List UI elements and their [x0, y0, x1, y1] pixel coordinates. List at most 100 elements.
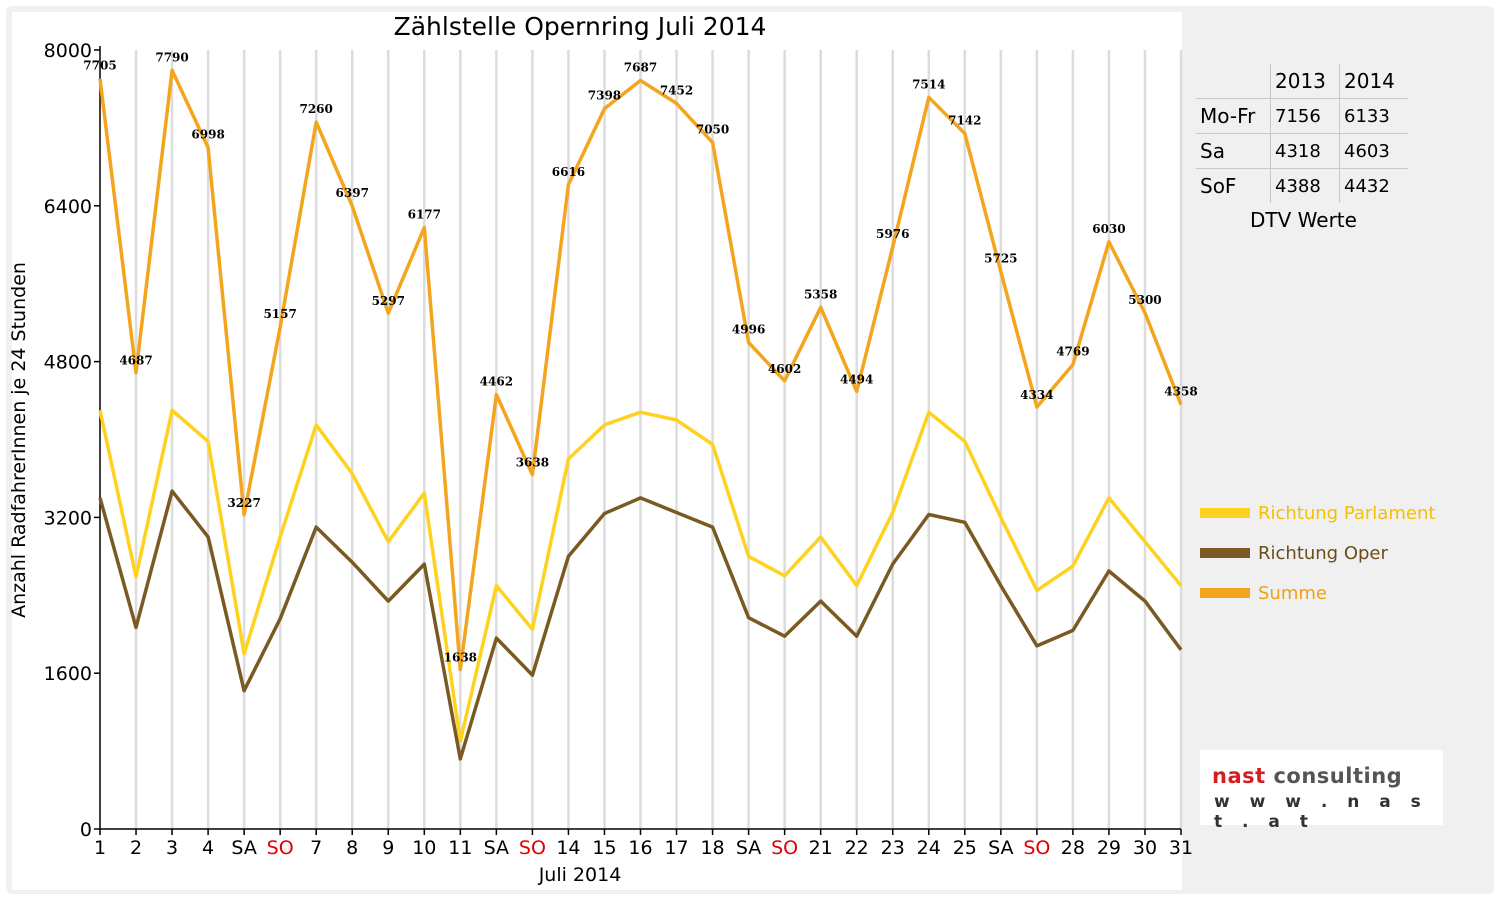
x-tick-label: 7 [310, 837, 322, 859]
nast-consulting-logo: nast consulting w w w . n a s t . a t [1200, 750, 1443, 832]
y-tick-label: 3200 [44, 507, 92, 529]
data-label: 4996 [732, 323, 765, 337]
data-label: 1638 [444, 650, 477, 664]
x-tick-label: SO [267, 837, 294, 859]
legend-item-oper: Richtung Oper [1200, 533, 1435, 573]
legend-swatch-summe [1200, 588, 1250, 598]
dtv-header-row: 2013 2014 [1196, 64, 1408, 99]
x-tick-label: 17 [664, 837, 688, 859]
data-label: 3227 [227, 496, 260, 510]
logo-name-grey: consulting [1273, 764, 1403, 788]
chart-title: Zählstelle Opernring Juli 2014 [393, 12, 767, 41]
data-label: 5725 [984, 252, 1017, 266]
dtv-header-2014: 2014 [1339, 64, 1408, 99]
y-tick-label: 8000 [44, 40, 92, 62]
x-tick-label: 31 [1169, 837, 1193, 859]
x-tick-label: 21 [809, 837, 833, 859]
y-tick-label: 0 [80, 819, 92, 841]
data-label: 7705 [83, 59, 116, 73]
logo-name: nast consulting [1212, 764, 1402, 788]
x-tick-label: SA [484, 837, 509, 859]
dtv-value-2013: 4318 [1270, 133, 1340, 169]
legend-label-summe: Summe [1258, 582, 1327, 604]
x-tick-label: SO [519, 837, 546, 859]
x-tick-label: 11 [448, 837, 472, 859]
data-label: 5300 [1128, 293, 1161, 307]
legend-item-parlament: Richtung Parlament [1200, 493, 1435, 533]
data-label: 6030 [1092, 222, 1125, 236]
x-tick-label: 25 [953, 837, 977, 859]
data-label: 5358 [804, 287, 837, 301]
x-tick-label: SA [231, 837, 256, 859]
x-tick-label: SA [736, 837, 761, 859]
data-label: 7452 [660, 83, 693, 97]
data-label: 4462 [480, 375, 513, 389]
x-tick-label: 9 [382, 837, 394, 859]
dtv-value-2014: 6133 [1339, 98, 1408, 134]
x-tick-label: 15 [592, 837, 616, 859]
x-tick-label: 16 [628, 837, 652, 859]
data-label: 3638 [516, 456, 549, 470]
data-label: 7687 [624, 60, 657, 74]
data-label: 5297 [372, 294, 405, 308]
dtv-row-label: Sa [1196, 133, 1271, 169]
data-label: 6998 [191, 128, 224, 142]
series-line-richtung-parlament [98, 408, 1183, 744]
data-label: 5976 [876, 227, 909, 241]
data-label: 6616 [552, 165, 585, 179]
data-label: 4358 [1164, 385, 1197, 399]
x-tick-label: 3 [166, 837, 178, 859]
data-label: 4494 [840, 372, 873, 386]
x-tick-label: 28 [1061, 837, 1085, 859]
dtv-value-2013: 4388 [1270, 168, 1340, 203]
x-tick-label: 30 [1133, 837, 1157, 859]
data-label: 7050 [696, 123, 729, 137]
dtv-row: Mo-Fr 7156 6133 [1196, 98, 1408, 134]
data-label: 4602 [768, 362, 801, 376]
x-tick-label: SO [1023, 837, 1050, 859]
data-label: 4334 [1020, 388, 1053, 402]
series-line-richtung-oper [98, 489, 1183, 761]
legend: Richtung Parlament Richtung Oper Summe [1200, 493, 1435, 613]
dtv-table: 2013 2014 Mo-Fr 7156 6133 Sa 4318 4603 S… [1196, 64, 1408, 203]
data-label: 4687 [119, 354, 152, 368]
dtv-value-2014: 4432 [1344, 175, 1390, 197]
x-tick-label: 22 [845, 837, 869, 859]
x-tick-label: SO [771, 837, 798, 859]
x-tick-label: 8 [346, 837, 358, 859]
data-label: 7398 [588, 89, 621, 103]
data-label: 7142 [948, 114, 981, 128]
y-tick-label: 1600 [44, 663, 92, 685]
x-tick-label: 10 [412, 837, 436, 859]
logo-name-red: nast [1212, 764, 1266, 788]
dtv-row-label: SoF [1196, 168, 1271, 203]
x-tick-label: 23 [881, 837, 905, 859]
dtv-value-2014: 4603 [1339, 133, 1408, 169]
logo-url: w w w . n a s t . a t [1214, 792, 1428, 832]
legend-swatch-parlament [1200, 508, 1250, 518]
dtv-row: Sa 4318 4603 [1196, 133, 1408, 169]
x-tick-label: 14 [556, 837, 580, 859]
dtv-row: SoF 4388 4432 [1196, 168, 1408, 203]
legend-item-summe: Summe [1200, 573, 1435, 613]
x-tick-label: 1 [94, 837, 106, 859]
x-tick-label: 24 [917, 837, 941, 859]
dtv-value-2013: 7156 [1270, 98, 1340, 134]
x-tick-label: 29 [1097, 837, 1121, 859]
x-tick-label: 18 [700, 837, 724, 859]
dtv-header-empty [1196, 64, 1271, 99]
y-tick-label: 6400 [44, 196, 92, 218]
legend-label-oper: Richtung Oper [1258, 542, 1388, 564]
x-tick-label: 2 [130, 837, 142, 859]
x-tick-label: SA [988, 837, 1013, 859]
legend-swatch-oper [1200, 548, 1250, 558]
x-axis-label: Juli 2014 [538, 864, 622, 886]
data-label: 6177 [408, 208, 441, 222]
dtv-header-2013: 2013 [1270, 64, 1340, 99]
series-line-summe [98, 68, 1183, 672]
x-tick-label: 4 [202, 837, 214, 859]
dtv-row-label: Mo-Fr [1196, 98, 1271, 134]
data-label: 6397 [336, 186, 369, 200]
y-tick-label: 4800 [44, 352, 92, 374]
